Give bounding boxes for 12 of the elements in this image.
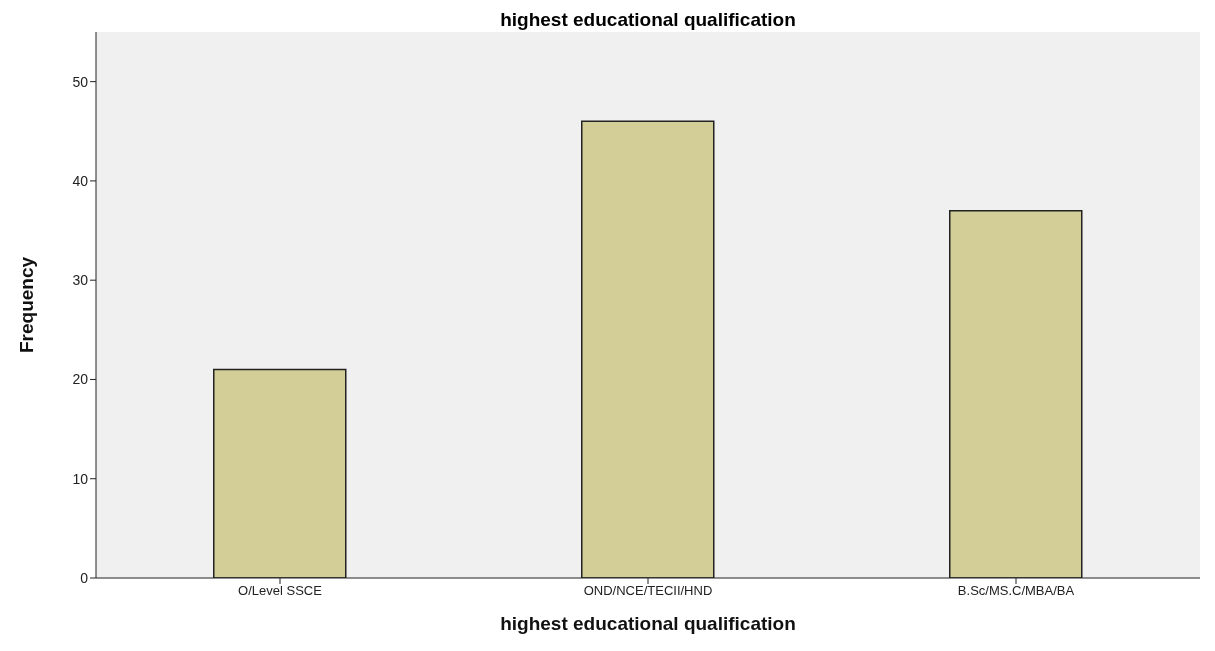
y-tick-label: 50 [72,73,89,90]
y-tick-label: 20 [72,371,89,388]
x-tick-label: B.Sc/MS.C/MBA/BA [957,583,1075,599]
y-axis-title: Frequency [15,256,37,354]
y-tick-label: 10 [72,470,89,487]
y-tick-label: 30 [72,272,89,289]
y-tick-label: 0 [80,569,89,586]
x-axis-title: highest educational qualification [500,613,796,634]
x-tick-label: OND/NCE/TECII/HND [583,583,713,599]
chart-title: highest educational qualification [499,8,797,32]
y-tick-label: 40 [72,172,89,189]
x-tick-label: O/Level SSCE [238,583,323,599]
